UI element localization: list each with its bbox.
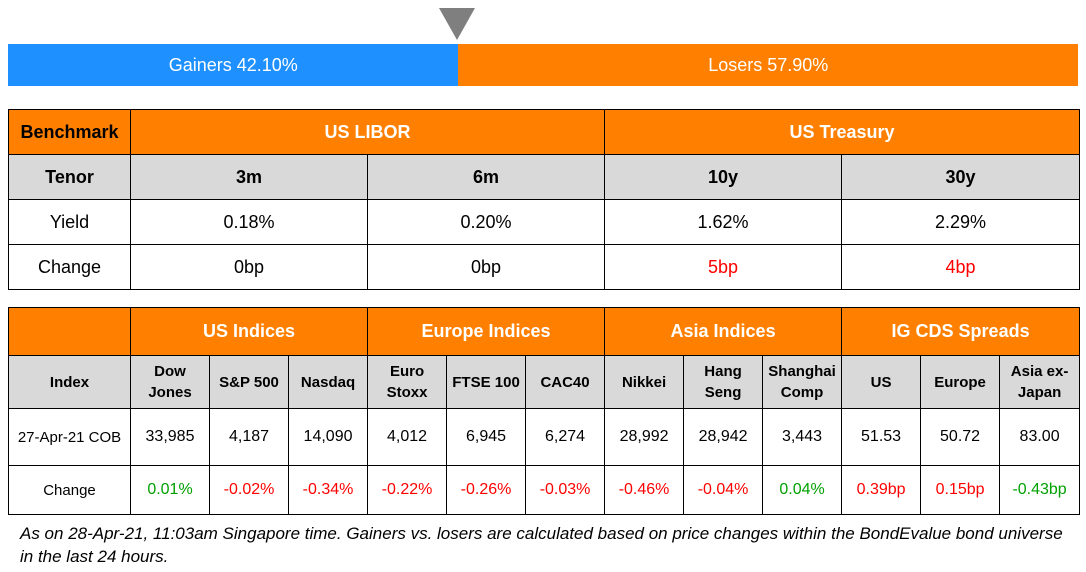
- col-dow-jones: Dow Jones: [130, 355, 210, 409]
- yield-3m: 0.18%: [130, 199, 368, 245]
- col-hang-seng: Hang Seng: [683, 355, 764, 409]
- ig-cds-spreads-header: IG CDS Spreads: [841, 307, 1081, 356]
- value-cds-asia-ex-japan: 83.00: [999, 408, 1081, 466]
- us-indices-header: US Indices: [129, 307, 369, 356]
- change-30y: 4bp: [841, 244, 1081, 290]
- col-cds-us: US: [841, 355, 922, 409]
- value-cac40: 6,274: [525, 408, 606, 466]
- change-dow-jones: 0.01%: [130, 465, 210, 515]
- change-3m: 0bp: [130, 244, 368, 290]
- col-ftse-100: FTSE 100: [446, 355, 527, 409]
- yield-10y: 1.62%: [604, 199, 843, 245]
- us-treasury-header: US Treasury: [604, 109, 1081, 155]
- value-cds-us: 51.53: [841, 408, 922, 466]
- value-sp500: 4,187: [209, 408, 289, 466]
- change-hang-seng: -0.04%: [683, 465, 764, 515]
- yield-label: Yield: [8, 199, 131, 245]
- change-sp500: -0.02%: [209, 465, 289, 515]
- col-nasdaq: Nasdaq: [287, 355, 369, 409]
- change-6m: 0bp: [366, 244, 606, 290]
- change-nikkei: -0.46%: [604, 465, 685, 515]
- tenor-3m: 3m: [130, 154, 368, 200]
- losers-segment: Losers 57.90%: [458, 44, 1078, 86]
- indices-table: US Indices Europe Indices Asia Indices I…: [8, 307, 1081, 515]
- value-dow-jones: 33,985: [130, 408, 210, 466]
- change-euro-stoxx: -0.22%: [367, 465, 448, 515]
- col-nikkei: Nikkei: [604, 355, 685, 409]
- col-shanghai-comp: Shanghai Comp: [762, 355, 843, 409]
- change-10y: 5bp: [604, 244, 843, 290]
- col-cds-europe: Europe: [920, 355, 1001, 409]
- yield-6m: 0.20%: [366, 199, 606, 245]
- indices-corner-header: [8, 307, 131, 356]
- tenor-10y: 10y: [604, 154, 843, 200]
- gainers-losers-pointer-icon: [439, 8, 475, 40]
- change-cds-us: 0.39bp: [841, 465, 922, 515]
- rates-table: Benchmark US LIBOR US Treasury Tenor 3m …: [8, 109, 1081, 290]
- col-euro-stoxx: Euro Stoxx: [367, 355, 448, 409]
- asia-indices-header: Asia Indices: [604, 307, 843, 356]
- footnote: As on 28-Apr-21, 11:03am Singapore time.…: [20, 524, 1063, 566]
- values-label: 27-Apr-21 COB: [8, 408, 131, 466]
- value-euro-stoxx: 4,012: [367, 408, 448, 466]
- value-hang-seng: 28,942: [683, 408, 764, 466]
- value-shanghai-comp: 3,443: [762, 408, 843, 466]
- col-sp500: S&P 500: [209, 355, 289, 409]
- change-nasdaq: -0.34%: [287, 465, 369, 515]
- yield-30y: 2.29%: [841, 199, 1081, 245]
- tenor-6m: 6m: [366, 154, 606, 200]
- tenor-30y: 30y: [841, 154, 1081, 200]
- value-nasdaq: 14,090: [287, 408, 369, 466]
- col-cac40: CAC40: [525, 355, 606, 409]
- change-cac40: -0.03%: [525, 465, 606, 515]
- changes-label: Change: [8, 465, 131, 515]
- change-ftse-100: -0.26%: [446, 465, 527, 515]
- change-cds-asia-ex-japan: -0.43bp: [999, 465, 1081, 515]
- change-label: Change: [8, 244, 131, 290]
- tenor-label: Tenor: [8, 154, 131, 200]
- us-libor-header: US LIBOR: [129, 109, 606, 155]
- index-label: Index: [8, 355, 131, 409]
- gainers-losers-bar: Gainers 42.10% Losers 57.90%: [8, 44, 1078, 86]
- gainers-segment: Gainers 42.10%: [8, 44, 459, 86]
- europe-indices-header: Europe Indices: [367, 307, 606, 356]
- value-nikkei: 28,992: [604, 408, 685, 466]
- change-cds-europe: 0.15bp: [920, 465, 1001, 515]
- change-shanghai-comp: 0.04%: [762, 465, 843, 515]
- col-cds-asia-ex-japan: Asia ex- Japan: [999, 355, 1081, 409]
- benchmark-header: Benchmark: [8, 109, 131, 155]
- value-ftse-100: 6,945: [446, 408, 527, 466]
- value-cds-europe: 50.72: [920, 408, 1001, 466]
